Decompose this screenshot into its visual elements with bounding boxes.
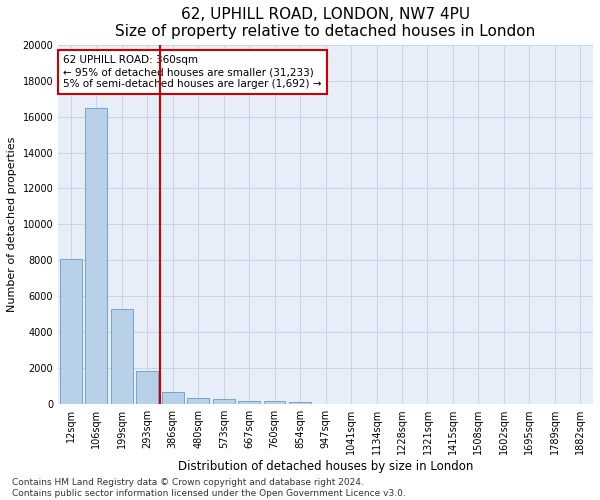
X-axis label: Distribution of detached houses by size in London: Distribution of detached houses by size … (178, 460, 473, 473)
Text: Contains HM Land Registry data © Crown copyright and database right 2024.
Contai: Contains HM Land Registry data © Crown c… (12, 478, 406, 498)
Bar (289, 402, 311, 404)
Title: 62, UPHILL ROAD, LONDON, NW7 4PU
Size of property relative to detached houses in: 62, UPHILL ROAD, LONDON, NW7 4PU Size of… (115, 7, 536, 40)
Bar (264, 401, 286, 404)
Bar (162, 392, 184, 404)
Y-axis label: Number of detached properties: Number of detached properties (7, 136, 17, 312)
Bar (111, 309, 133, 404)
Bar (60, 258, 82, 404)
Bar (85, 108, 107, 404)
Text: 62 UPHILL ROAD: 360sqm
← 95% of detached houses are smaller (31,233)
5% of semi-: 62 UPHILL ROAD: 360sqm ← 95% of detached… (64, 56, 322, 88)
Bar (213, 399, 235, 404)
Bar (187, 398, 209, 404)
Bar (238, 400, 260, 404)
Bar (136, 371, 158, 404)
